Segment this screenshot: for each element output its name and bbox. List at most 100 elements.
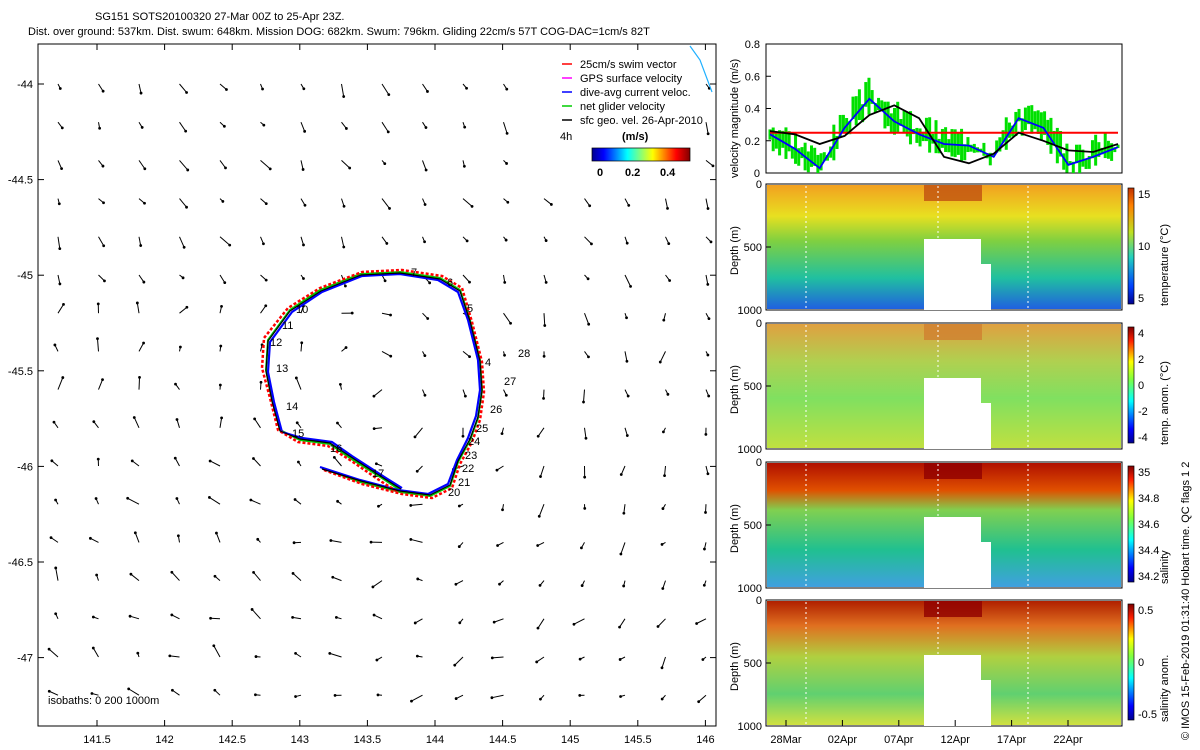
current-arrow-head bbox=[537, 514, 541, 518]
map-corner-feature bbox=[689, 45, 713, 93]
current-arrow bbox=[57, 274, 61, 285]
current-arrow-head bbox=[578, 657, 582, 661]
day-label: 13 bbox=[276, 363, 288, 375]
current-arrow bbox=[624, 274, 631, 287]
current-arrow-head bbox=[170, 613, 174, 617]
current-arrow bbox=[330, 539, 342, 543]
current-arrow-head bbox=[139, 244, 143, 247]
colorbar-tick-label: -4 bbox=[1138, 432, 1148, 444]
colorbar-tick-label: 34.8 bbox=[1138, 493, 1159, 505]
depth-axis-label: Depth (m) bbox=[729, 642, 741, 691]
current-arrow-head bbox=[504, 238, 508, 242]
current-arrow-head bbox=[142, 341, 145, 345]
current-arrow-head bbox=[300, 341, 304, 345]
current-arrow bbox=[659, 351, 666, 363]
day-label: 11 bbox=[282, 320, 293, 332]
current-arrow-head bbox=[348, 166, 352, 170]
current-arrow-head bbox=[626, 394, 630, 398]
current-arrow-head bbox=[660, 543, 664, 546]
surface-anomaly bbox=[924, 185, 982, 201]
current-arrow-head bbox=[101, 164, 105, 168]
track-dive-average bbox=[266, 272, 482, 496]
map-y-tick-label: -44 bbox=[17, 79, 33, 91]
day-label: 28 bbox=[518, 348, 530, 360]
current-arrow-head bbox=[342, 95, 346, 98]
current-arrow-head bbox=[619, 552, 623, 556]
shallow-dive-gap bbox=[924, 378, 991, 449]
colorbar-tick-label: 2 bbox=[1138, 354, 1144, 366]
current-arrow-head bbox=[47, 647, 51, 651]
current-arrow bbox=[179, 160, 189, 171]
current-arrow-head bbox=[138, 375, 141, 379]
current-arrow-head bbox=[536, 434, 540, 438]
section-x-tick-label: 22Apr bbox=[1053, 734, 1083, 746]
current-arrow bbox=[422, 83, 428, 92]
current-arrow bbox=[50, 537, 59, 543]
current-arrow-head bbox=[590, 242, 593, 246]
colorbar-label: temperature (°C) bbox=[1159, 224, 1171, 306]
current-arrow-head bbox=[369, 540, 373, 544]
section-sanom: 0 500 1000 Depth (m) 0.5 0 -0.5 salinity anom. bbox=[729, 595, 1171, 733]
current-arrow-head bbox=[544, 281, 548, 284]
current-arrow-head bbox=[220, 416, 224, 420]
velocity-y-tick-label: 0.6 bbox=[745, 71, 760, 83]
current-arrow-head bbox=[256, 537, 260, 541]
current-arrow bbox=[410, 538, 423, 543]
day-label: 7 bbox=[411, 267, 417, 279]
current-arrow bbox=[462, 198, 473, 207]
section-colorbar bbox=[1127, 187, 1135, 305]
current-arrow-head bbox=[583, 475, 587, 479]
current-arrow bbox=[503, 122, 508, 134]
current-arrow bbox=[251, 609, 261, 620]
current-arrow bbox=[176, 419, 180, 428]
section-x-tick-label: 07Apr bbox=[884, 734, 914, 746]
map-x-tick-label: 142.5 bbox=[218, 734, 246, 746]
current-arrow bbox=[130, 573, 140, 581]
day-label: 20 bbox=[448, 487, 460, 499]
current-arrow-head bbox=[668, 279, 672, 282]
velocity-frame bbox=[765, 43, 1123, 174]
current-arrow bbox=[55, 567, 59, 581]
current-arrow bbox=[537, 427, 545, 437]
colorbar-tick-label: 5 bbox=[1138, 293, 1144, 305]
current-arrow bbox=[48, 648, 59, 658]
current-arrow-head bbox=[250, 608, 254, 611]
current-arrow-head bbox=[182, 245, 186, 249]
current-arrow-head bbox=[176, 534, 180, 538]
current-arrow-head bbox=[658, 360, 662, 364]
current-arrow bbox=[219, 236, 231, 246]
current-arrow bbox=[219, 83, 227, 90]
depth-tick-label: 500 bbox=[744, 242, 762, 254]
section-x-tick-label: 17Apr bbox=[997, 734, 1027, 746]
current-arrow-head bbox=[293, 498, 297, 501]
current-arrow bbox=[213, 645, 221, 658]
current-arrow-head bbox=[539, 475, 542, 478]
current-arrow bbox=[584, 198, 591, 207]
current-arrow-head bbox=[498, 582, 501, 586]
section-sal: 0 500 1000 Depth (m) 35 34.8 34.6 34.4 34.2 salin… bbox=[729, 457, 1171, 595]
current-arrow-head bbox=[663, 474, 666, 478]
current-arrow bbox=[254, 418, 261, 429]
current-arrow-head bbox=[377, 504, 380, 508]
current-arrow bbox=[341, 83, 345, 97]
current-arrow-head bbox=[389, 354, 393, 358]
current-arrow-head bbox=[707, 317, 711, 321]
current-arrow-head bbox=[505, 162, 508, 165]
current-arrow-head bbox=[582, 400, 585, 404]
current-arrow-head bbox=[376, 693, 380, 697]
current-arrow bbox=[329, 652, 342, 658]
current-arrow-head bbox=[539, 697, 542, 701]
day-label: 14 bbox=[286, 401, 298, 413]
current-arrow bbox=[219, 274, 226, 283]
current-arrow-head bbox=[424, 126, 428, 129]
current-arrow-head bbox=[96, 302, 100, 306]
current-arrow-head bbox=[228, 243, 232, 247]
velocity-ylabel: velocity magnitude (m/s) bbox=[729, 59, 741, 178]
current-arrow-head bbox=[549, 203, 553, 206]
current-arrow-head bbox=[103, 279, 106, 283]
current-arrow-head bbox=[168, 654, 172, 658]
current-arrow-head bbox=[61, 376, 65, 379]
current-arrow-head bbox=[457, 545, 461, 548]
current-arrow-head bbox=[294, 651, 297, 655]
current-arrow-head bbox=[458, 621, 462, 625]
